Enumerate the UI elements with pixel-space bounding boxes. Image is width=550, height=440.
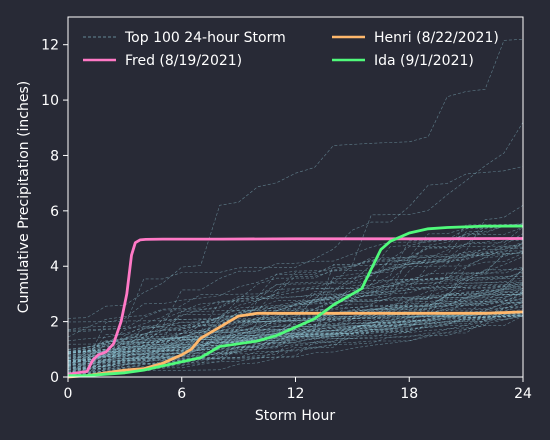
background-storm-line (67, 248, 524, 365)
x-tick-label: 12 (287, 386, 305, 402)
background-storm-line (67, 298, 523, 362)
background-storm-line (67, 223, 524, 364)
background-storm-line (67, 224, 524, 359)
background-storm-line (68, 288, 524, 361)
y-tick-label: 0 (50, 370, 59, 386)
y-axis-ticks: 0 2 4 6 8 10 12 (41, 38, 68, 386)
background-storm-line (67, 252, 524, 371)
legend-label-ida: Ida (9/1/2021) (374, 53, 474, 69)
background-storm-line (68, 226, 524, 367)
background-storm-line (68, 280, 524, 357)
background-storm-line (68, 311, 524, 355)
background-storm-line (67, 267, 524, 354)
background-storm-line (68, 293, 524, 362)
background-storm-lines (67, 38, 524, 378)
background-storm-line (68, 251, 524, 370)
y-tick-label: 10 (41, 93, 59, 109)
background-storm-line (67, 314, 523, 367)
background-storm-line (67, 288, 524, 366)
background-storm-line (67, 225, 524, 367)
background-storm-line (67, 315, 524, 371)
background-storm-line (67, 226, 524, 371)
y-axis-label: Cumulative Precipitation (inches) (16, 81, 32, 313)
x-axis-ticks: 0 6 12 18 24 (64, 377, 532, 402)
background-storm-line (67, 268, 524, 374)
background-storm-line (67, 266, 524, 352)
background-storm-line (67, 282, 524, 354)
background-storm-line (67, 301, 524, 355)
background-storm-line (67, 225, 524, 377)
y-tick-label: 6 (50, 204, 59, 220)
background-storm-line (67, 306, 524, 352)
background-storm-line (67, 244, 524, 351)
legend: Top 100 24-hour Storm Fred (8/19/2021) H… (83, 30, 499, 69)
fred-line (67, 237, 524, 376)
background-storm-line (67, 294, 523, 353)
y-tick-label: 12 (41, 38, 59, 54)
background-storm-line (67, 245, 524, 362)
background-storm-line (67, 299, 523, 367)
background-storm-line (67, 306, 524, 359)
background-storm-line (67, 300, 524, 370)
background-storm-line (67, 38, 524, 319)
ida-line (68, 224, 523, 377)
background-storm-line (68, 301, 524, 377)
background-storm-line (67, 246, 523, 359)
x-axis-label: Storm Hour (255, 408, 336, 424)
x-tick-label: 0 (64, 386, 73, 402)
background-storm-line (67, 236, 524, 375)
background-storm-line (67, 122, 524, 345)
background-storm-line (67, 250, 523, 352)
legend-label-background: Top 100 24-hour Storm (124, 30, 286, 46)
background-storm-line (67, 289, 524, 362)
background-storm-line (67, 233, 524, 373)
y-tick-label: 4 (50, 259, 59, 275)
y-tick-label: 8 (50, 148, 59, 164)
x-tick-label: 18 (400, 386, 418, 402)
background-storm-line (67, 315, 524, 366)
background-storm-line (67, 256, 524, 361)
legend-label-henri: Henri (8/22/2021) (374, 30, 499, 46)
x-tick-label: 24 (514, 386, 532, 402)
background-storm-line (67, 223, 524, 377)
legend-label-fred: Fred (8/19/2021) (125, 53, 242, 69)
background-storm-line (68, 242, 524, 365)
henri-line (67, 310, 524, 379)
background-storm-line (67, 252, 524, 338)
y-tick-label: 2 (50, 315, 59, 331)
background-storm-line (67, 315, 524, 358)
background-storm-line (67, 284, 524, 373)
background-storm-line (67, 282, 523, 363)
x-tick-label: 6 (177, 386, 186, 402)
highlighted-storm-lines (67, 224, 524, 379)
background-storm-line (67, 166, 524, 331)
